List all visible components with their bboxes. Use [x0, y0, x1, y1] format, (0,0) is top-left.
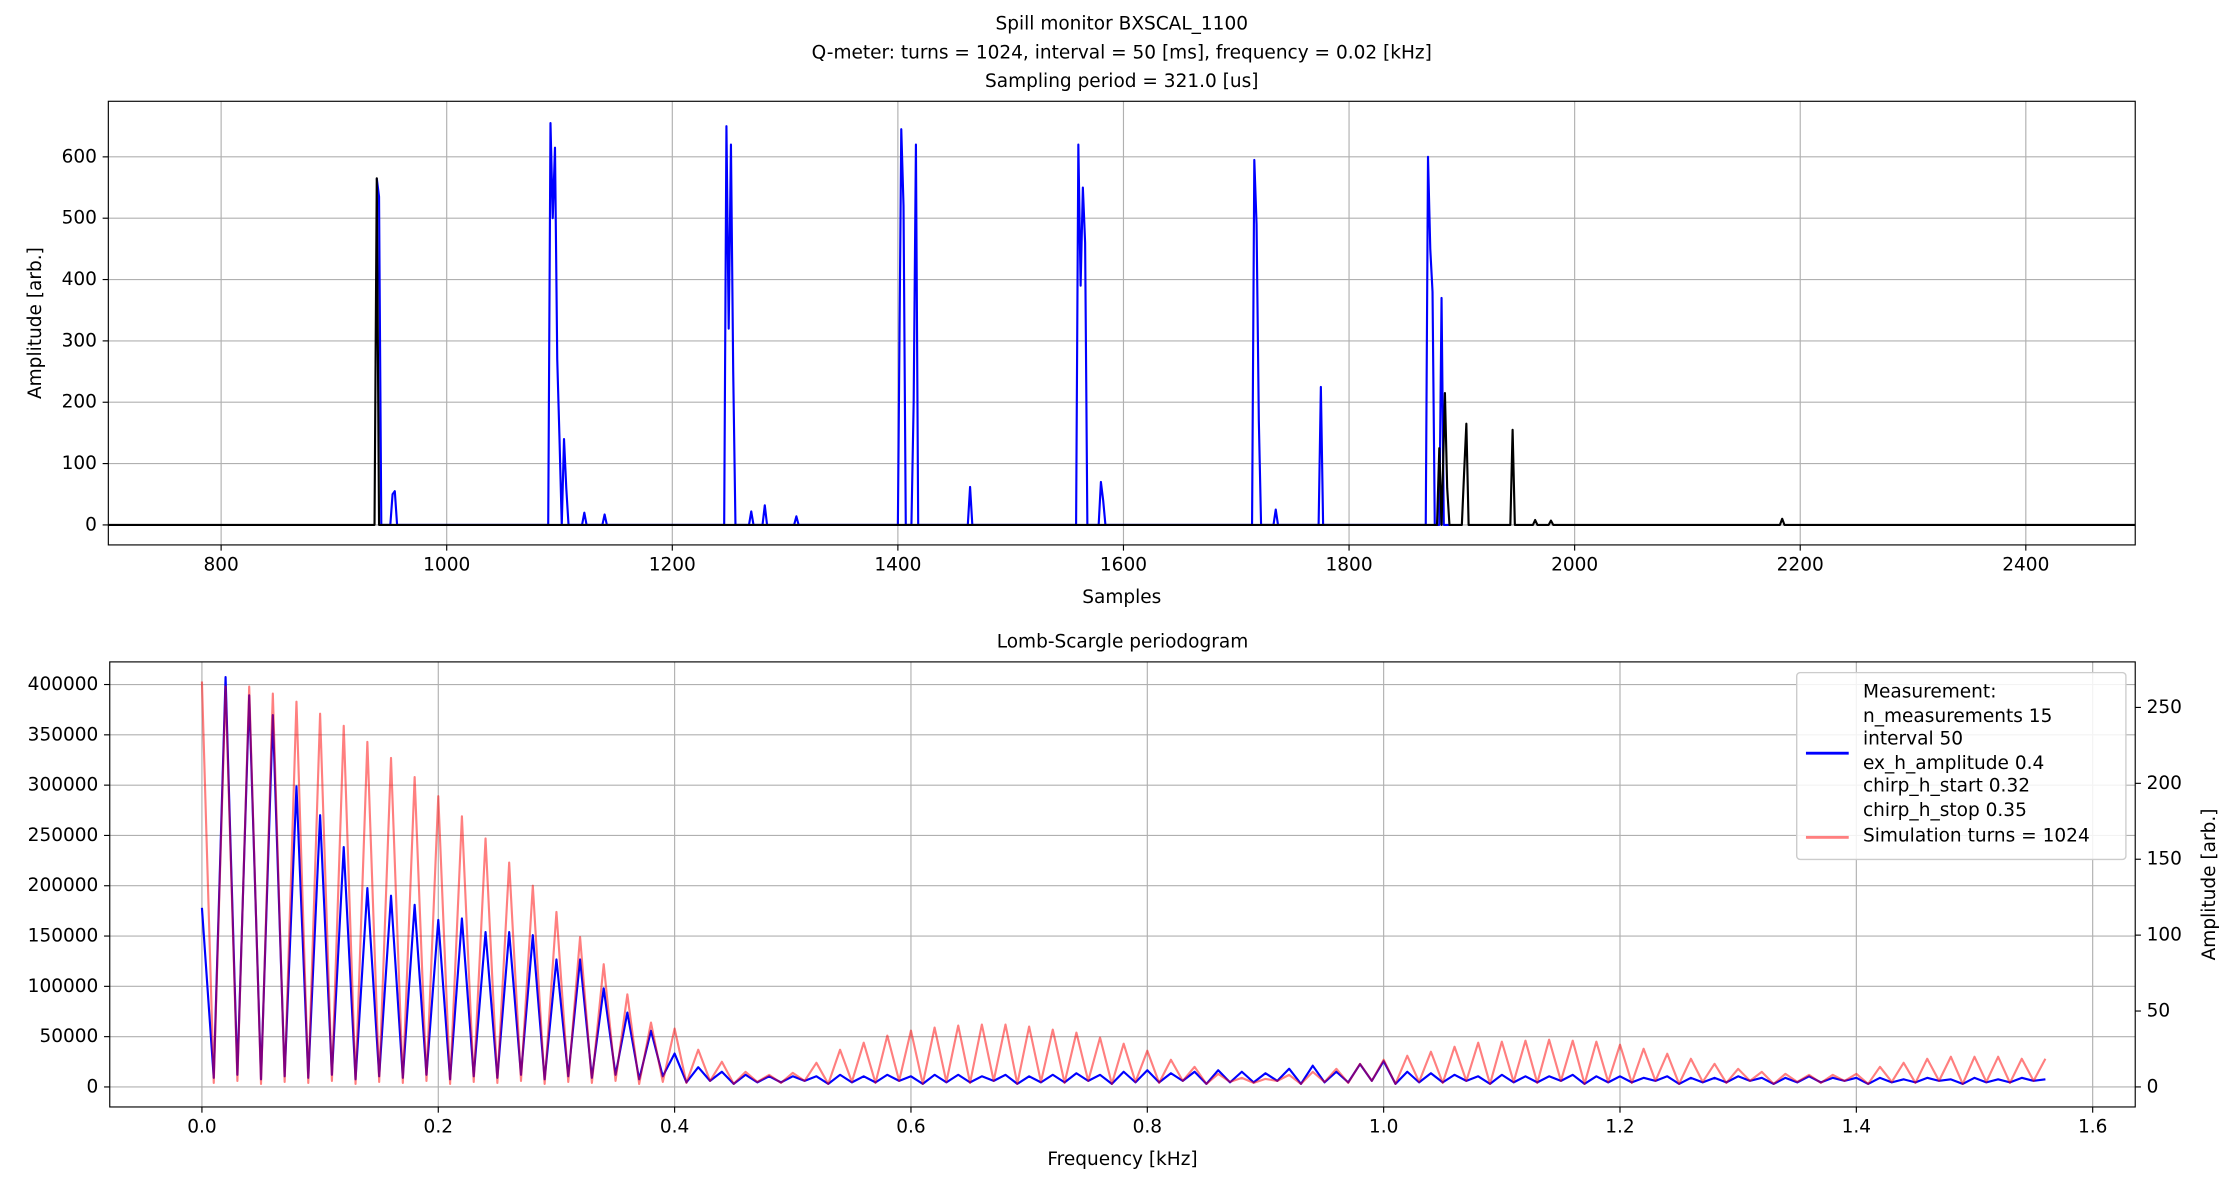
x-tick-label: 2400	[2002, 554, 2049, 575]
y-tick-label: 100	[62, 453, 97, 474]
y2-tick-label: 50	[2147, 1001, 2171, 1022]
plot-frame	[109, 661, 2136, 1108]
x-tick-label: 1.6	[2078, 1116, 2107, 1137]
legend-label: Measurement: n_measurements 15 interval …	[1862, 681, 2053, 821]
y-axis-label: Amplitude [arb.]	[25, 247, 46, 399]
y-tick-label: 500	[62, 208, 97, 229]
x-tick-label: 1.4	[1842, 1116, 1871, 1137]
y-tick-label: 300000	[28, 775, 99, 796]
y-tick-label: 400	[62, 269, 97, 290]
legend-swatch	[1805, 836, 1849, 840]
x-tick-label: 800	[203, 554, 238, 575]
x-tick-label: 1.0	[1369, 1116, 1398, 1137]
chart-title: Spill monitor BXSCAL_1100	[996, 14, 1248, 35]
x-tick-label: 0.8	[1133, 1116, 1162, 1137]
legend-label: Simulation turns = 1024	[1862, 825, 2090, 848]
legend-entry: Simulation turns = 1024	[1805, 825, 2117, 850]
legend: Measurement: n_measurements 15 interval …	[1795, 671, 2127, 860]
y2-tick-label: 200	[2147, 773, 2182, 794]
x-tick-label: 1000	[423, 554, 470, 575]
x-tick-label: 0.6	[896, 1116, 925, 1137]
x-tick-label: 1800	[1326, 554, 1373, 575]
y2-tick-label: 0	[2147, 1076, 2159, 1097]
y-tick-label: 200	[62, 392, 97, 413]
chart-title: Q-meter: turns = 1024, interval = 50 [ms…	[812, 42, 1432, 63]
x-tick-label: 0.4	[660, 1116, 689, 1137]
legend-box: Measurement: n_measurements 15 interval …	[1795, 671, 2127, 860]
series-line	[375, 122, 1451, 526]
chart-title: Lomb-Scargle periodogram	[997, 631, 1248, 652]
series-line	[200, 676, 2046, 1085]
y-tick-label: 250000	[28, 825, 99, 846]
x-axis-label: Frequency [kHz]	[1047, 1149, 1197, 1170]
y-tick-label: 0	[87, 1076, 99, 1097]
x-tick-label: 1600	[1100, 554, 1147, 575]
legend-swatch	[1805, 751, 1849, 754]
y-tick-label: 400000	[28, 674, 99, 695]
series-line	[108, 177, 2136, 526]
x-tick-label: 1.2	[1605, 1116, 1634, 1137]
y-tick-label: 350000	[28, 724, 99, 745]
y2-tick-label: 250	[2147, 697, 2182, 718]
x-tick-label: 0.0	[187, 1116, 216, 1137]
x-axis-label: Samples	[1082, 587, 1161, 608]
x-tick-label: 1200	[649, 554, 696, 575]
x-tick-label: 2200	[1777, 554, 1824, 575]
plot-frame	[107, 100, 2136, 546]
y-tick-label: 300	[62, 330, 97, 351]
x-tick-label: 1400	[874, 554, 921, 575]
y2-tick-label: 150	[2147, 849, 2182, 870]
y2-axis-label: Amplitude [arb.]	[2199, 808, 2220, 960]
x-tick-label: 0.2	[424, 1116, 453, 1137]
x-tick-label: 2000	[1551, 554, 1598, 575]
y-tick-label: 150000	[28, 926, 99, 947]
y-tick-label: 0	[85, 514, 97, 535]
y2-tick-label: 100	[2147, 925, 2182, 946]
y-tick-label: 50000	[39, 1026, 98, 1047]
y-tick-label: 600	[62, 146, 97, 167]
y-tick-label: 200000	[28, 875, 99, 896]
chart-title: Sampling period = 321.0 [us]	[985, 71, 1258, 92]
y-tick-label: 100000	[28, 976, 99, 997]
legend-entry: Measurement: n_measurements 15 interval …	[1805, 681, 2117, 823]
series-line	[200, 681, 2047, 1086]
